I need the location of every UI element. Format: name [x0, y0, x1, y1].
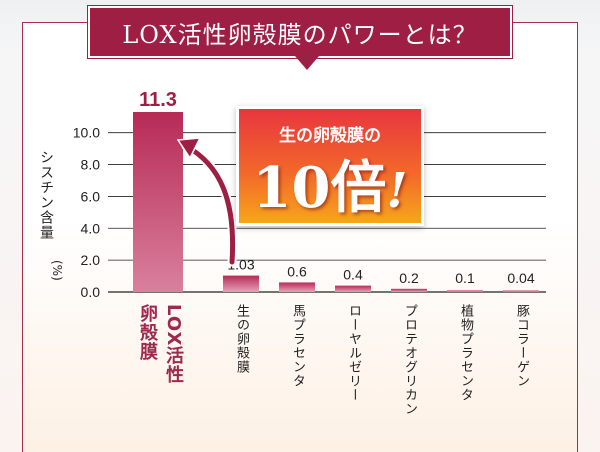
x-category-label: 植物プラセンタ	[458, 304, 473, 402]
callout-line1: 生の卵殻膜の	[279, 126, 381, 146]
y-tick-label: 2.0	[81, 252, 101, 268]
y-axis-label: シスチン含量	[38, 150, 54, 240]
arrow-shaft	[183, 143, 236, 265]
x-category-label: 卵殻膜	[137, 304, 158, 361]
y-axis-unit: (%)	[50, 260, 64, 281]
y-tick-label: 10.0	[73, 125, 100, 141]
y-tick-label: 4.0	[81, 220, 101, 236]
callout-exclamation: !	[386, 163, 408, 219]
x-category-label: LOX活性	[163, 304, 184, 385]
chart-title: LOX活性卵殻膜のパワーとは？	[87, 5, 513, 59]
bar-value-label: 0.4	[343, 267, 363, 283]
x-category-label: 生の卵殻膜	[234, 304, 249, 374]
bar	[335, 285, 371, 292]
title-pointer	[295, 56, 319, 70]
x-category-label: 馬プラセンタ	[290, 304, 305, 388]
bar-value-label: 0.1	[455, 270, 475, 286]
bar	[133, 112, 183, 292]
bar	[279, 282, 315, 292]
chart-panel	[22, 22, 578, 452]
y-tick-label: 6.0	[81, 188, 101, 204]
callout-value: 10倍	[252, 155, 387, 221]
y-tick-label: 8.0	[81, 157, 101, 173]
bar	[503, 290, 539, 292]
x-category-label: プロテオグリカン	[402, 304, 417, 416]
x-category-label: ローヤルゼリー	[346, 304, 361, 402]
bar	[223, 275, 259, 292]
callout-line2: 10倍!	[239, 143, 421, 224]
callout-box: 生の卵殻膜の 10倍!	[236, 106, 424, 226]
bar-value-label: 11.3	[139, 89, 177, 111]
arrow-head	[176, 137, 202, 160]
bar-value-label: 0.04	[507, 270, 534, 286]
bar	[447, 290, 483, 292]
y-tick-label: 0.0	[81, 284, 101, 300]
x-category-label: 豚コラーゲン	[514, 304, 529, 388]
bar	[391, 288, 427, 292]
bar-value-label: 0.2	[399, 270, 419, 286]
bar-value-label: 0.6	[287, 263, 307, 279]
